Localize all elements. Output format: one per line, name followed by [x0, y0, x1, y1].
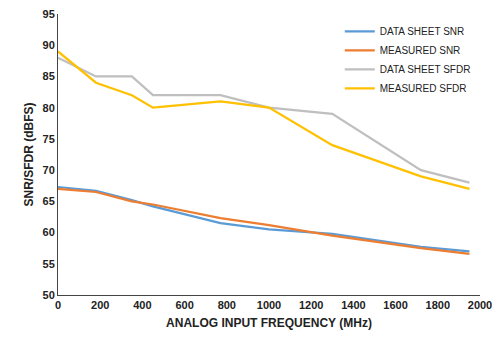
svg-text:MEASURED SNR: MEASURED SNR	[380, 45, 461, 56]
svg-text:ANALOG INPUT FREQUENCY (MHz): ANALOG INPUT FREQUENCY (MHz)	[166, 316, 372, 330]
svg-text:80: 80	[43, 102, 55, 114]
svg-text:200: 200	[91, 299, 109, 311]
svg-text:400: 400	[133, 299, 151, 311]
svg-text:DATA SHEET SNR: DATA SHEET SNR	[380, 26, 464, 37]
svg-text:600: 600	[175, 299, 193, 311]
svg-text:0: 0	[55, 299, 61, 311]
svg-text:1600: 1600	[383, 299, 407, 311]
svg-text:SNR/SFDR (dBFS): SNR/SFDR (dBFS)	[22, 103, 36, 207]
svg-text:75: 75	[43, 133, 55, 145]
svg-text:95: 95	[43, 8, 55, 20]
svg-text:55: 55	[43, 258, 55, 270]
svg-text:MEASURED SFDR: MEASURED SFDR	[380, 83, 467, 94]
svg-text:50: 50	[43, 289, 55, 301]
svg-text:90: 90	[43, 39, 55, 51]
svg-text:1200: 1200	[299, 299, 323, 311]
svg-text:60: 60	[43, 226, 55, 238]
svg-text:DATA SHEET SFDR: DATA SHEET SFDR	[380, 64, 471, 75]
svg-text:2000: 2000	[468, 299, 492, 311]
svg-text:1800: 1800	[426, 299, 450, 311]
svg-text:1400: 1400	[341, 299, 365, 311]
svg-text:800: 800	[218, 299, 236, 311]
svg-text:1000: 1000	[257, 299, 281, 311]
svg-text:70: 70	[43, 164, 55, 176]
svg-text:85: 85	[43, 70, 55, 82]
svg-text:65: 65	[43, 195, 55, 207]
